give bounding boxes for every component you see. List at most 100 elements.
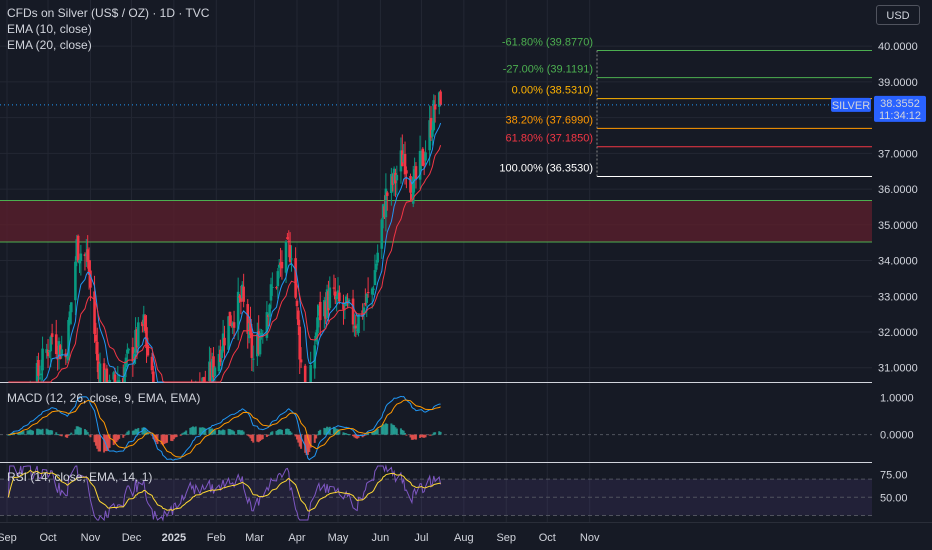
macd-histogram-bar bbox=[57, 434, 60, 436]
candle-body bbox=[392, 168, 396, 184]
candle-body bbox=[313, 345, 317, 369]
macd-histogram-bar bbox=[127, 430, 130, 435]
macd-histogram-bar bbox=[250, 434, 253, 442]
macd-histogram-bar bbox=[171, 434, 174, 442]
candle-body bbox=[60, 349, 64, 357]
time-axis[interactable]: Sep Oct Nov Dec 2025 Feb Mar Apr May Jun Jul Aug Sep… bbox=[0, 522, 932, 550]
macd-histogram-bar bbox=[103, 434, 106, 453]
macd-histogram-bar bbox=[424, 434, 427, 438]
macd-histogram-bar bbox=[434, 432, 437, 435]
macd-histogram-bar bbox=[394, 427, 397, 435]
candle-body bbox=[220, 350, 224, 358]
fib-label: 0.00% (38.5310) bbox=[512, 85, 593, 97]
macd-histogram-bar bbox=[428, 434, 431, 436]
candle-body bbox=[250, 332, 254, 358]
candle-body bbox=[328, 287, 332, 309]
macd-histogram-bar bbox=[96, 434, 99, 449]
candle-body bbox=[50, 333, 54, 337]
macd-histogram-bar bbox=[75, 426, 78, 435]
macd-histogram-bar bbox=[391, 424, 394, 435]
candle-body bbox=[375, 263, 378, 270]
macd-histogram-bar bbox=[55, 432, 58, 435]
candle-body bbox=[410, 194, 414, 200]
candle-body bbox=[69, 302, 73, 313]
candle-body bbox=[365, 294, 369, 303]
ema20-line bbox=[8, 145, 442, 383]
candle-body bbox=[152, 371, 155, 382]
macd-histogram-bar bbox=[230, 429, 233, 435]
ema20-legend[interactable]: EMA (20, close) bbox=[7, 38, 92, 52]
candle-body bbox=[65, 357, 69, 359]
candle-body bbox=[230, 325, 233, 327]
candle-body bbox=[246, 304, 250, 334]
macd-histogram-bar bbox=[315, 434, 318, 439]
signal-line bbox=[8, 399, 441, 458]
macd-histogram-bar bbox=[181, 433, 184, 435]
candle-body bbox=[342, 302, 345, 310]
macd-histogram-bar bbox=[327, 427, 330, 435]
macd-histogram-bar bbox=[295, 434, 298, 440]
candle-body bbox=[277, 264, 281, 268]
candle-body bbox=[354, 325, 358, 329]
rsi-tick-label: 75.00 bbox=[880, 470, 908, 482]
macd-histogram-bar bbox=[267, 434, 270, 436]
macd-histogram-bar bbox=[353, 434, 356, 438]
candle-body bbox=[421, 148, 425, 166]
time-tick-label: Oct bbox=[39, 532, 56, 544]
macd-histogram-bar bbox=[410, 434, 413, 440]
macd-histogram-bar bbox=[242, 431, 245, 435]
candle-body bbox=[351, 298, 355, 325]
candle-body bbox=[287, 240, 291, 243]
macd-histogram-bar bbox=[371, 432, 374, 435]
macd-histogram-bar bbox=[313, 434, 316, 443]
macd-histogram-bar bbox=[18, 432, 21, 435]
candle-body bbox=[231, 322, 234, 326]
price-axis[interactable]: 31.0000 32.0000 33.0000 34.0000 35.0000 36.00… bbox=[831, 0, 932, 522]
macd-histogram-bar bbox=[252, 434, 255, 443]
macd-histogram-bar bbox=[271, 431, 274, 435]
candle-body bbox=[420, 151, 423, 156]
macd-histogram-bar bbox=[49, 430, 52, 435]
candle-body bbox=[86, 249, 90, 262]
candle-body bbox=[271, 286, 274, 288]
ema10-legend[interactable]: EMA (10, close) bbox=[7, 22, 92, 36]
macd-histogram-bar bbox=[30, 430, 33, 435]
rsi-legend[interactable]: RSI (14, close, EMA, 14, 1) bbox=[7, 470, 153, 484]
candle-body bbox=[385, 192, 389, 196]
macd-histogram-bar bbox=[238, 429, 241, 435]
candle-body bbox=[104, 369, 107, 382]
macd-histogram-bar bbox=[332, 426, 335, 435]
candle-body bbox=[112, 372, 115, 380]
macd-histogram-bar bbox=[393, 425, 396, 435]
candle-body bbox=[381, 204, 385, 219]
candle-body bbox=[424, 152, 427, 161]
candle-body bbox=[290, 258, 293, 260]
time-tick-label: Apr bbox=[288, 532, 305, 544]
macd-histogram-bar bbox=[150, 434, 153, 436]
candle-body bbox=[227, 316, 230, 350]
candle-body bbox=[143, 315, 147, 331]
macd-histogram-bar bbox=[364, 434, 367, 436]
candle-body bbox=[414, 166, 418, 179]
macd-histogram-bar bbox=[160, 434, 163, 445]
macd-legend[interactable]: MACD (12, 26, close, 9, EMA, EMA) bbox=[7, 391, 201, 405]
candle-body bbox=[83, 254, 87, 257]
macd-histogram-bar bbox=[193, 427, 196, 435]
macd-histogram-bar bbox=[328, 426, 331, 435]
macd-histogram-bar bbox=[47, 429, 50, 435]
candle-body bbox=[137, 322, 140, 347]
macd-histogram-bar bbox=[36, 428, 39, 435]
time-tick-label: Feb bbox=[207, 532, 226, 544]
macd-histogram-bar bbox=[223, 430, 226, 435]
candle-body bbox=[131, 347, 135, 362]
macd-histogram-bar bbox=[342, 432, 345, 435]
last-price-value: 38.3552 bbox=[880, 98, 920, 110]
fib-retracement[interactable]: -61.80% (39.8770) -27.00% (39.1191) 0.00% … bbox=[499, 37, 872, 177]
candle-body bbox=[409, 176, 412, 193]
macd-histogram-bar bbox=[19, 431, 22, 435]
macd-histogram-bar bbox=[218, 429, 221, 435]
candle-body bbox=[394, 172, 397, 184]
currency-button[interactable]: USD bbox=[876, 5, 920, 25]
candle-body bbox=[413, 169, 416, 178]
